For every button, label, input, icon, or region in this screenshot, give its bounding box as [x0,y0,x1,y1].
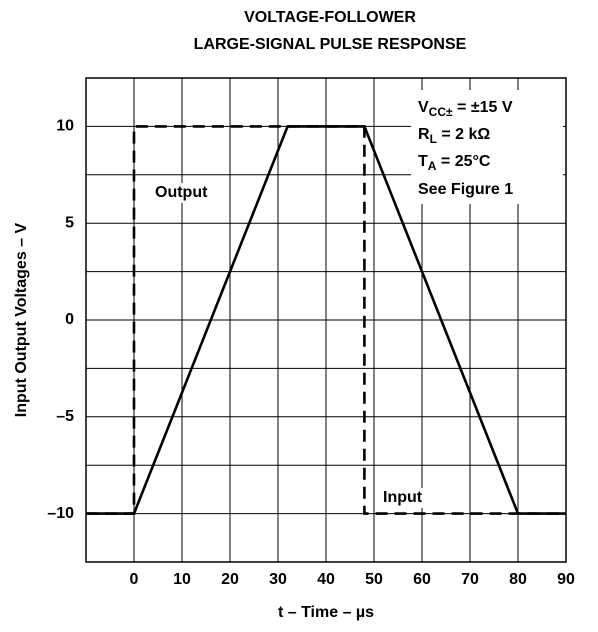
annotation: TA = 25°C [418,153,491,173]
annotation-background [411,90,563,204]
series-label: Output [155,184,208,201]
series-line [86,125,566,515]
annotation-subscript: A [428,159,437,173]
x-tick-label: 40 [317,571,335,588]
chart-title: LARGE-SIGNAL PULSE RESPONSE [194,36,467,53]
y-tick-label: 0 [65,311,74,328]
x-axis-label: t – Time – µs [278,604,374,621]
annotation-text: R [418,126,430,143]
x-tick-label: 90 [557,571,575,588]
x-tick-label: 20 [221,571,239,588]
annotation-text: V [418,99,429,116]
y-tick-label: 5 [65,214,74,231]
annotation-text: See Figure 1 [418,181,513,198]
series-label: Input [383,489,423,506]
chart-title: VOLTAGE-FOLLOWER [244,9,416,26]
x-tick-label: 70 [461,571,479,588]
y-tick-label: –10 [47,505,74,522]
annotation-subscript: CC± [429,105,453,119]
annotation: RL = 2 kΩ [418,126,490,146]
series-label-background [379,488,427,508]
annotation-text: = 2 kΩ [437,126,490,143]
annotation-text: = 25°C [436,153,490,170]
annotation: VCC± = ±15 V [418,99,513,119]
annotation-subscript: L [430,132,437,146]
x-tick-label: 80 [509,571,527,588]
y-axis-label: Input Output Voltages – V [13,222,30,417]
annotation-text: T [418,153,428,170]
x-tick-label: 10 [173,571,191,588]
y-tick-label: –5 [56,408,74,425]
x-tick-label: 0 [130,571,139,588]
annotation: See Figure 1 [418,181,513,198]
series-label-background [151,183,212,203]
y-tick-label: 10 [56,118,74,135]
x-tick-label: 60 [413,571,431,588]
annotation-text: = ±15 V [453,99,513,116]
plot-border [85,77,567,563]
x-tick-label: 30 [269,571,287,588]
x-tick-label: 50 [365,571,383,588]
